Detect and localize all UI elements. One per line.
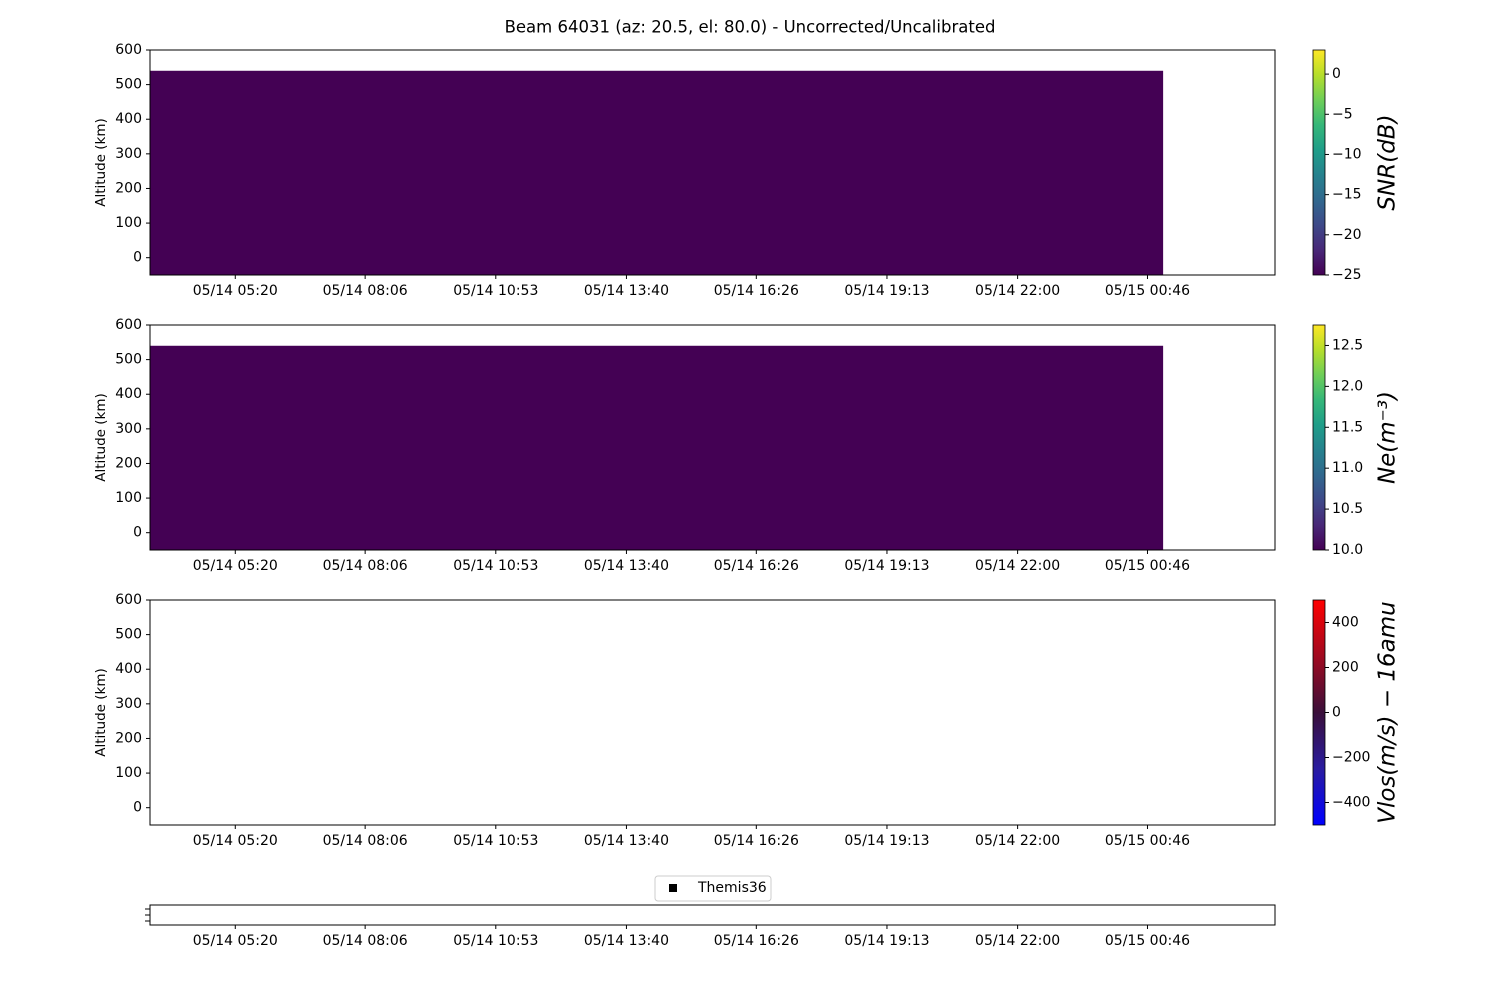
x-tick-label: 05/14 05:20	[193, 833, 278, 849]
axes-frame	[149, 904, 1276, 926]
colorbar-tick-label: 200	[1332, 660, 1359, 676]
y-tick-label: 400	[115, 386, 142, 402]
y-tick-label: 600	[115, 317, 142, 333]
x-tick-label: 05/14 13:40	[584, 833, 669, 849]
y-tick-label: 600	[115, 42, 142, 58]
colorbar-label: SNR(dB)	[1375, 114, 1401, 210]
colorbar-tick-label: 12.5	[1332, 337, 1363, 353]
y-tick-label: 200	[115, 455, 142, 471]
x-tick-label: 05/14 19:13	[844, 283, 929, 299]
x-tick-label: 05/14 16:26	[714, 833, 799, 849]
x-tick-label: 05/14 13:40	[584, 933, 669, 949]
y-tick-label: 300	[115, 421, 142, 437]
legend-label: Themis36	[697, 880, 767, 896]
y-tick-label: 100	[115, 765, 142, 781]
y-axis-label: Altitude (km)	[93, 393, 109, 482]
x-tick-label: 05/15 00:46	[1105, 558, 1190, 574]
legend-marker	[669, 884, 677, 892]
colorbar-tick-label: 400	[1332, 615, 1359, 631]
colorbar	[1312, 324, 1326, 551]
y-tick-label: 500	[115, 627, 142, 643]
y-tick-label: 300	[115, 696, 142, 712]
y-tick-label: 100	[115, 490, 142, 506]
colorbar-tick-label: 11.0	[1332, 460, 1363, 476]
colorbar-tick-label: 0	[1332, 66, 1341, 82]
y-tick-label: 400	[115, 661, 142, 677]
x-tick-label: 05/14 05:20	[193, 558, 278, 574]
x-tick-label: 05/14 19:13	[844, 933, 929, 949]
colorbar-tick-label: 10.0	[1332, 542, 1363, 558]
x-tick-label: 05/14 05:20	[193, 283, 278, 299]
x-tick-label: 05/14 22:00	[975, 558, 1060, 574]
colorbar-tick-label: 11.5	[1332, 419, 1363, 435]
x-tick-label: 05/14 08:06	[323, 283, 408, 299]
colorbar-label: Vlos(m/s) − 16amu	[1375, 601, 1401, 824]
x-tick-label: 05/14 16:26	[714, 933, 799, 949]
colorbar	[1312, 599, 1326, 826]
axes-frame	[149, 49, 1276, 276]
y-tick-label: 200	[115, 730, 142, 746]
x-tick-label: 05/14 05:20	[193, 933, 278, 949]
colorbar-tick-label: −15	[1332, 187, 1362, 203]
x-tick-label: 05/14 10:53	[453, 558, 538, 574]
x-tick-label: 05/14 08:06	[323, 933, 408, 949]
x-tick-label: 05/14 10:53	[453, 283, 538, 299]
axes-frame	[149, 324, 1276, 551]
x-tick-label: 05/14 22:00	[975, 833, 1060, 849]
x-tick-label: 05/14 16:26	[714, 558, 799, 574]
x-tick-label: 05/14 19:13	[844, 558, 929, 574]
x-tick-label: 05/15 00:46	[1105, 933, 1190, 949]
colorbar-tick-label: −25	[1332, 267, 1362, 283]
y-tick-label: 400	[115, 111, 142, 127]
colorbar-tick-label: 10.5	[1332, 501, 1363, 517]
y-tick-label: 200	[115, 180, 142, 196]
y-axis-ticks-small	[145, 908, 150, 922]
heatmap-cell	[150, 345, 1164, 550]
y-tick-label: 300	[115, 146, 142, 162]
colorbar	[1312, 49, 1326, 276]
y-tick-label: 500	[115, 352, 142, 368]
colorbar-tick-label: 0	[1332, 705, 1341, 721]
y-tick-label: 0	[133, 800, 142, 816]
y-tick-label: 100	[115, 215, 142, 231]
x-tick-label: 05/14 10:53	[453, 833, 538, 849]
y-tick-label: 0	[133, 525, 142, 541]
axes-frame	[149, 599, 1276, 826]
x-tick-label: 05/14 13:40	[584, 283, 669, 299]
heatmap-cell	[150, 70, 1164, 276]
y-axis-label: Altitude (km)	[93, 118, 109, 207]
x-tick-label: 05/14 13:40	[584, 558, 669, 574]
y-axis-label: Altitude (km)	[93, 668, 109, 757]
colorbar-tick-label: −200	[1332, 750, 1370, 766]
colorbar-tick-label: −10	[1332, 146, 1362, 162]
x-tick-label: 05/14 08:06	[323, 833, 408, 849]
x-tick-label: 05/14 22:00	[975, 933, 1060, 949]
figure-title: Beam 64031 (az: 20.5, el: 80.0) - Uncorr…	[505, 18, 996, 37]
x-tick-label: 05/14 19:13	[844, 833, 929, 849]
y-tick-label: 600	[115, 592, 142, 608]
x-tick-label: 05/14 10:53	[453, 933, 538, 949]
x-tick-label: 05/15 00:46	[1105, 283, 1190, 299]
colorbar-tick-label: −400	[1332, 795, 1370, 811]
x-tick-label: 05/14 16:26	[714, 283, 799, 299]
colorbar-tick-label: −20	[1332, 227, 1362, 243]
colorbar-tick-label: 12.0	[1332, 378, 1363, 394]
legend-box	[654, 875, 772, 902]
colorbar-tick-label: −5	[1332, 106, 1353, 122]
y-tick-label: 500	[115, 77, 142, 93]
x-tick-label: 05/14 08:06	[323, 558, 408, 574]
y-tick-label: 0	[133, 250, 142, 266]
colorbar-label: Ne(m⁻³)	[1375, 391, 1401, 484]
x-tick-label: 05/14 22:00	[975, 283, 1060, 299]
x-tick-label: 05/15 00:46	[1105, 833, 1190, 849]
